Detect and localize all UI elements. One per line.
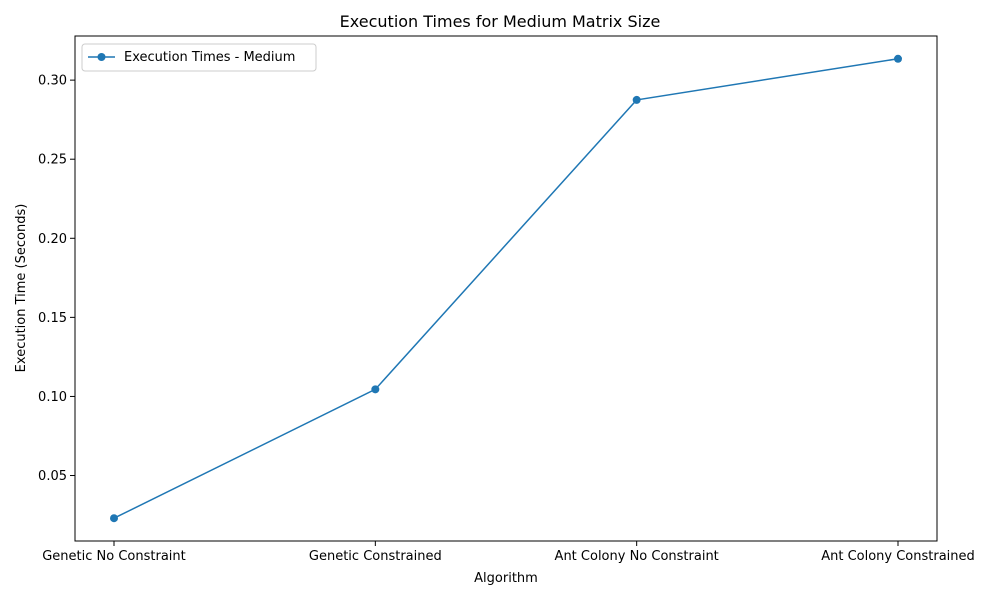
data-point bbox=[894, 54, 902, 63]
data-point bbox=[110, 514, 118, 523]
y-tick-label: 0.30 bbox=[38, 74, 67, 89]
legend: Execution Times - Medium bbox=[81, 43, 317, 72]
y-tick-label: 0.25 bbox=[38, 153, 67, 168]
data-point bbox=[371, 385, 380, 394]
y-tick-label: 0.10 bbox=[38, 390, 67, 405]
y-tick-label: 0.15 bbox=[38, 311, 67, 326]
plot-area: Genetic No Constraint Genetic Constrained… bbox=[38, 54, 975, 564]
legend-marker-swatch bbox=[97, 53, 106, 61]
y-axis-label: Execution Time (Seconds) bbox=[14, 204, 29, 373]
x-tick-label: Genetic No Constraint bbox=[42, 549, 186, 564]
x-axis-label: Algorithm bbox=[474, 571, 538, 586]
x-tick-label: Ant Colony Constrained bbox=[821, 549, 975, 564]
legend-box bbox=[81, 43, 317, 72]
y-tick-label: 0.20 bbox=[38, 232, 67, 247]
y-tick-label: 0.05 bbox=[38, 469, 67, 484]
x-tick-label: Genetic Constrained bbox=[309, 549, 442, 564]
legend-label: Execution Times - Medium bbox=[124, 50, 295, 65]
data-point bbox=[632, 95, 641, 104]
x-tick-label: Ant Colony No Constraint bbox=[555, 549, 719, 564]
series-line bbox=[113, 58, 899, 519]
axes-frame bbox=[74, 35, 938, 542]
chart-title: Execution Times for Medium Matrix Size bbox=[340, 12, 661, 31]
